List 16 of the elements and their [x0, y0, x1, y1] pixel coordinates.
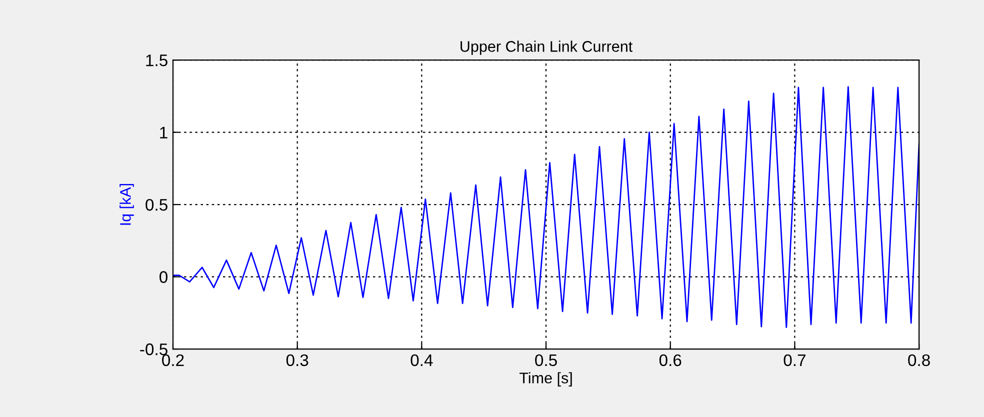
- y-tick-label: 0: [160, 271, 168, 283]
- x-tick-label: 0.6: [659, 354, 682, 366]
- x-tick-label: 0.5: [535, 354, 557, 366]
- line-series: [172, 86, 920, 328]
- x-tick-label: 0.7: [784, 354, 806, 366]
- y-tick-label: -0.5: [140, 343, 168, 356]
- y-tick-label: 0.5: [146, 198, 168, 211]
- y-axis-title: Iq [kA]: [120, 184, 134, 225]
- y-tick-label: 1: [160, 126, 168, 138]
- x-axis-title: Time [s]: [519, 372, 572, 386]
- x-tick-label: 0.4: [410, 354, 433, 366]
- x-tick-label: 0.2: [162, 354, 184, 366]
- x-tick-label: 0.3: [286, 354, 308, 366]
- x-tick-label: 0.8: [908, 354, 930, 366]
- y-tick-label: 1.5: [146, 54, 168, 66]
- chart-title: Upper Chain Link Current: [460, 40, 633, 55]
